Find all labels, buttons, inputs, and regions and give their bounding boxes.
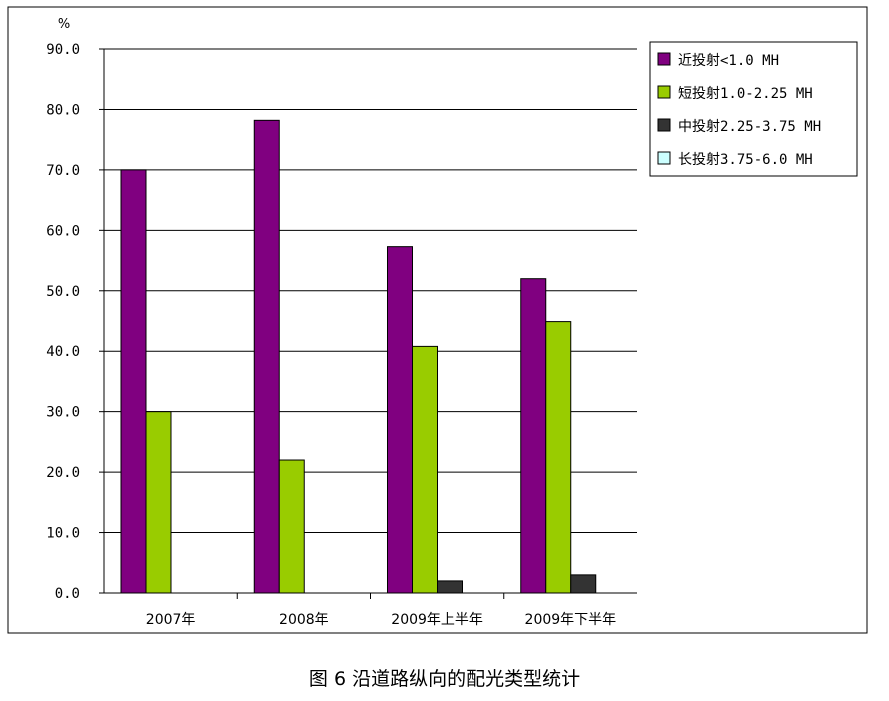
x-tick-labels: 2007年 2008年 2009年上半年 2009年下半年: [146, 612, 616, 628]
legend-swatch: [657, 85, 671, 99]
y-tick-label: 30.0: [46, 405, 80, 421]
x-tick-label: 2009年上半年: [391, 612, 483, 628]
x-tick-label: 2008年: [279, 612, 329, 628]
figure-caption: 图 6 沿道路纵向的配光类型统计: [308, 668, 581, 690]
legend: 近投射<1.0 MH 短投射1.0-2.25 MH 中投射2.25-3.75 MH 长…: [649, 41, 858, 177]
y-axis-unit-label: %: [58, 17, 70, 32]
bar: [545, 321, 572, 594]
legend-box: [649, 41, 858, 177]
y-tick-label: 20.0: [46, 465, 80, 481]
y-tick-label: 40.0: [46, 344, 80, 360]
bar: [278, 459, 305, 594]
legend-swatch: [657, 118, 671, 132]
bar: [570, 574, 597, 594]
bar: [253, 119, 280, 594]
legend-label: 近投射<1.0 MH: [678, 53, 779, 69]
y-tick-labels: 0.0 10.0 20.0 30.0 40.0 50.0 60.0 70.0 80.0 90.0: [46, 42, 80, 602]
x-tick-label: 2009年下半年: [525, 612, 617, 628]
y-tick-label: 60.0: [46, 223, 80, 239]
legend-swatch: [657, 151, 671, 165]
y-tick-label: 80.0: [46, 102, 80, 118]
y-tick-label: 70.0: [46, 163, 80, 179]
bar: [387, 246, 413, 594]
legend-label: 长投射3.75-6.0 MH: [678, 152, 813, 168]
y-tick-label: 50.0: [46, 284, 80, 300]
x-tick-label: 2007年: [146, 612, 196, 628]
bar: [145, 411, 172, 594]
legend-label: 短投射1.0-2.25 MH: [678, 86, 813, 102]
y-tick-label: 0.0: [55, 586, 80, 602]
y-tick-label: 10.0: [46, 526, 80, 542]
legend-label: 中投射2.25-3.75 MH: [678, 119, 821, 135]
bars: [120, 119, 597, 594]
bar: [520, 278, 547, 594]
bar: [120, 169, 147, 594]
bar: [412, 345, 438, 594]
y-tick-label: 90.0: [46, 42, 80, 58]
bar: [437, 580, 463, 594]
legend-swatch: [657, 52, 671, 66]
